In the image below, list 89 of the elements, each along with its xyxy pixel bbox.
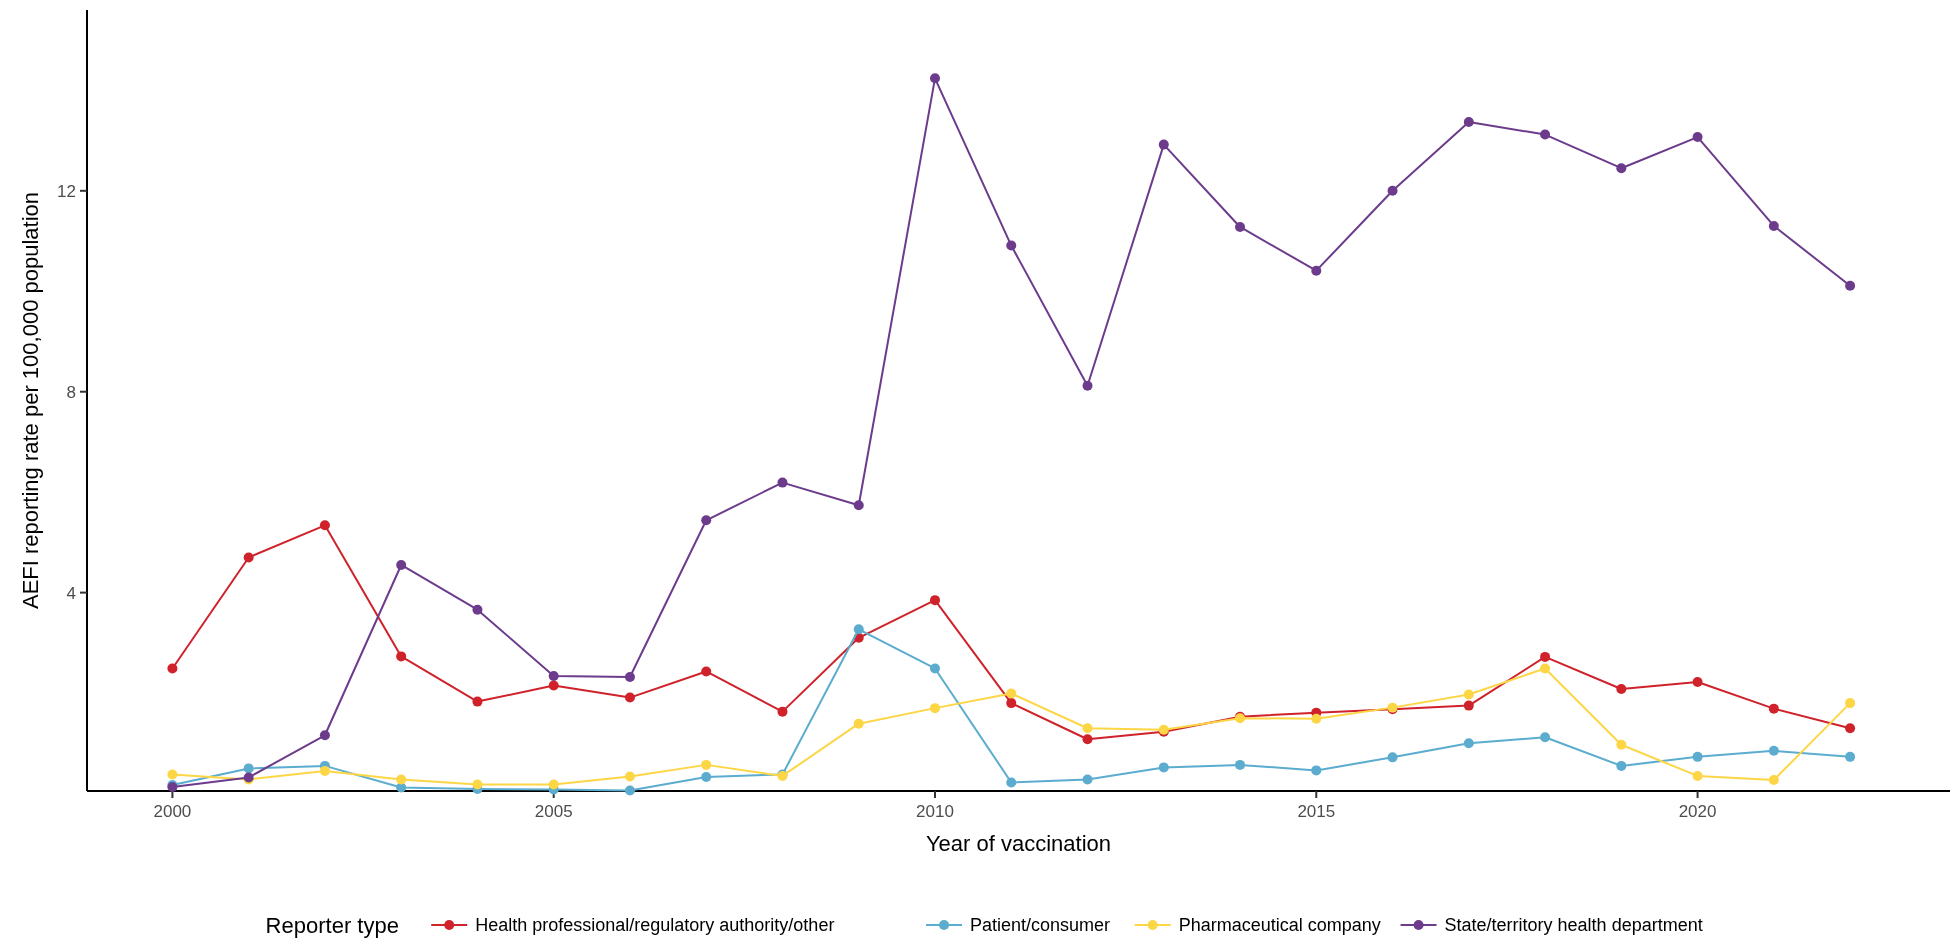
point: [1463, 689, 1474, 700]
point: [1845, 280, 1856, 291]
point: [1463, 738, 1474, 749]
point: [396, 559, 407, 570]
point: [1006, 698, 1017, 709]
point: [472, 604, 483, 615]
point: [167, 663, 178, 674]
point: [624, 692, 635, 703]
point: [1082, 380, 1093, 391]
point: [1692, 770, 1703, 781]
point: [1540, 732, 1551, 743]
point: [472, 779, 483, 790]
point: [167, 769, 178, 780]
point: [1006, 688, 1017, 699]
point: [701, 771, 712, 782]
point: [930, 703, 940, 714]
point: [1235, 759, 1246, 770]
point: [319, 520, 330, 531]
point: [853, 624, 864, 635]
point: [1387, 185, 1398, 196]
point: [1311, 265, 1322, 276]
point: [1540, 651, 1551, 662]
point: [1158, 139, 1169, 150]
point: [548, 670, 559, 681]
point: [624, 671, 635, 682]
point: [777, 706, 788, 717]
point: [1692, 677, 1703, 688]
point: [1540, 663, 1551, 674]
point: [1845, 698, 1856, 709]
point: [1158, 762, 1169, 773]
point: [1463, 700, 1474, 711]
point: [930, 595, 940, 606]
point: [1082, 723, 1093, 734]
point: [548, 779, 559, 790]
point: [1768, 703, 1779, 714]
point: [1616, 684, 1627, 695]
legend-label: State/territory health department: [1444, 915, 1703, 935]
point: [701, 666, 712, 677]
point: [548, 680, 559, 691]
y-axis-title: AEFI reporting rate per 100,000 population: [18, 191, 43, 610]
point: [777, 477, 788, 488]
point: [1311, 765, 1322, 776]
y-tick-label: 4: [66, 583, 76, 603]
x-tick-label: 2010: [916, 802, 954, 821]
point: [1845, 723, 1856, 734]
point: [1463, 117, 1474, 127]
point: [1845, 751, 1856, 762]
point: [319, 765, 330, 776]
point: [1616, 760, 1627, 771]
point: [1311, 713, 1322, 724]
point: [1006, 240, 1017, 251]
point: [1540, 129, 1551, 140]
point: [1082, 774, 1093, 785]
point: [243, 763, 254, 774]
y-tick-label: 8: [66, 382, 76, 402]
point: [1768, 745, 1779, 756]
point: [930, 73, 940, 84]
legend-label: Health professional/regulatory authority/other: [475, 915, 835, 935]
point: [624, 771, 635, 782]
point: [624, 785, 635, 796]
point: [701, 759, 712, 770]
point: [396, 651, 407, 662]
point: [396, 774, 407, 785]
legend-label: Pharmaceutical company: [1178, 915, 1381, 935]
point: [1768, 774, 1779, 785]
point: [1387, 752, 1398, 763]
point: [1616, 163, 1627, 174]
legend-label: Patient/consumer: [970, 915, 1111, 935]
point: [1692, 132, 1703, 143]
point: [319, 730, 330, 741]
point: [1616, 739, 1627, 750]
point: [1006, 777, 1017, 788]
x-tick-label: 2015: [1297, 802, 1336, 821]
point: [853, 718, 864, 729]
point: [1235, 221, 1246, 232]
point: [1082, 734, 1093, 745]
legend-title: Reporter type: [265, 913, 399, 938]
point: [472, 696, 483, 707]
x-tick-label: 2000: [153, 802, 192, 821]
y-tick-label: 12: [57, 181, 76, 201]
point: [1768, 220, 1779, 231]
point: [243, 552, 254, 563]
point: [930, 663, 940, 674]
point: [853, 500, 864, 511]
x-tick-label: 2020: [1678, 802, 1717, 821]
point: [701, 515, 712, 526]
point: [1692, 751, 1703, 762]
x-tick-label: 2005: [534, 802, 573, 821]
x-axis-title: Year of vaccination: [925, 831, 1112, 856]
